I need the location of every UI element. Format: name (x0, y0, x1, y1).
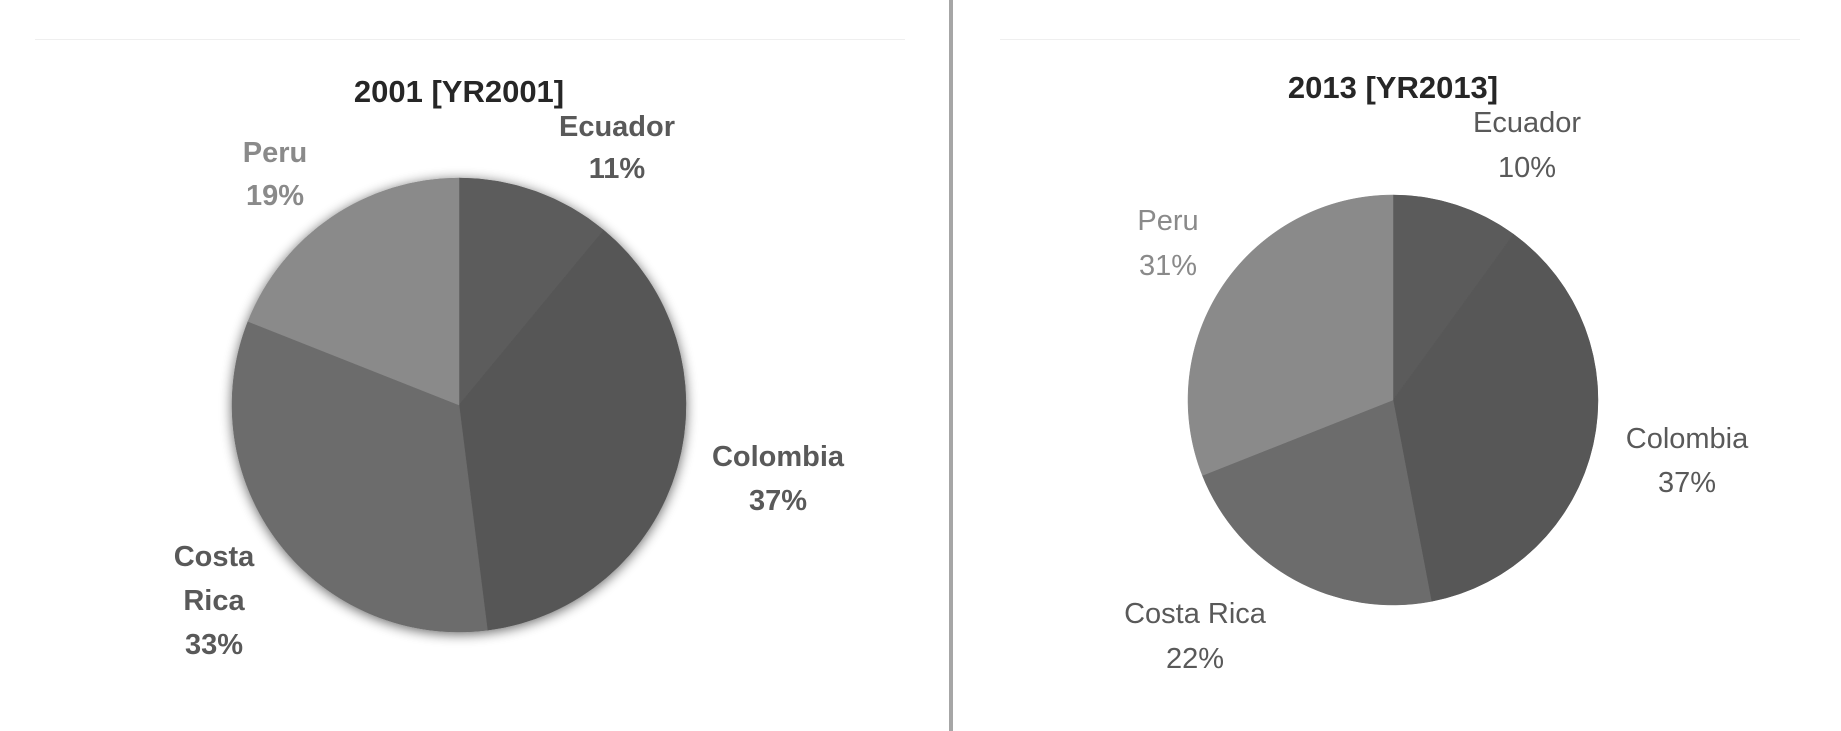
chart-border-left (35, 39, 905, 40)
data-label-name-peru: Peru (243, 137, 307, 169)
data-label-pct-ecuador: 11% (589, 153, 646, 185)
data-label-name-colombia: Colombia (712, 441, 845, 473)
slice-peru (247, 177, 460, 406)
data-label-pct-colombia: 37% (749, 485, 807, 517)
data-label-pct-colombia: 37% (1658, 467, 1716, 499)
slice-costa-rica (231, 321, 488, 633)
slice-costa-rica (1202, 399, 1432, 606)
slice-peru (1187, 194, 1394, 476)
data-label-name-peru: Peru (1137, 205, 1198, 237)
slice-colombia (1392, 233, 1599, 602)
data-label-name-costa-rica: Costa Rica (1124, 598, 1267, 630)
data-label-name-ecuador: Ecuador (1473, 107, 1581, 139)
data-label-pct-costa-rica: 22% (1166, 643, 1224, 675)
slice-ecuador (1392, 194, 1514, 401)
data-label-pct-peru: 31% (1139, 250, 1197, 282)
data-label-pct-costa-rica: 33% (185, 629, 243, 661)
panel-divider (949, 0, 953, 731)
data-label-name-costa-rica: Costa (174, 541, 255, 573)
data-label-name-colombia: Colombia (1626, 423, 1749, 455)
data-label-pct-peru: 19% (246, 180, 304, 212)
chart-title-2001: 2001 [YR2001] (354, 74, 564, 109)
slice-colombia (458, 229, 687, 631)
pie-0 (231, 177, 687, 633)
chart-title-2013: 2013 [YR2013] (1288, 70, 1498, 105)
data-label-pct-ecuador: 10% (1498, 152, 1556, 184)
chart-border-right (1000, 39, 1800, 40)
slice-ecuador (458, 177, 605, 406)
data-label-name-ecuador: Ecuador (559, 111, 675, 143)
pie-1 (1187, 194, 1599, 606)
data-label-name-costa-rica: Rica (183, 585, 245, 617)
